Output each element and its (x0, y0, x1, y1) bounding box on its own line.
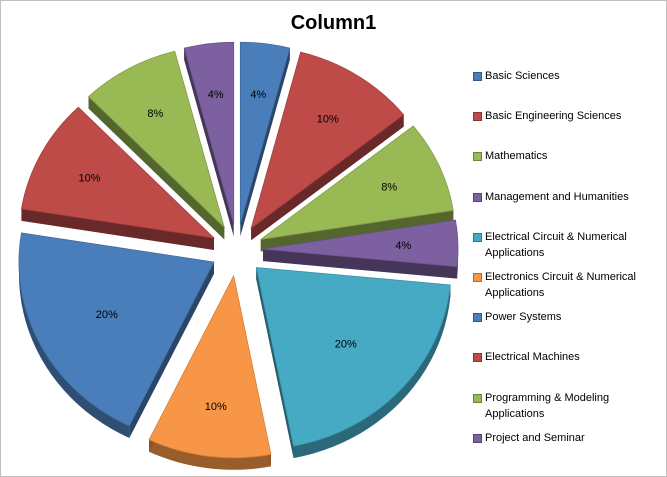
legend-swatch (473, 152, 482, 161)
data-label-mathematics: 8% (381, 181, 397, 193)
legend-label: Basic Sciences (485, 68, 665, 84)
data-label-project-and-seminar: 4% (208, 89, 224, 101)
legend-label: Mathematics (485, 148, 665, 164)
data-label-basic-engineering-sciences: 10% (317, 113, 339, 125)
pie-slice-electrical-circuit-and-numerical-applications[interactable] (256, 267, 450, 446)
data-label-electrical-machines: 10% (78, 172, 100, 184)
legend-label: Programming & Modeling Applications (485, 390, 665, 422)
legend-swatch (473, 193, 482, 202)
legend: Basic Sciences Basic Engineering Sciences… (470, 68, 665, 463)
legend-swatch (473, 394, 482, 403)
data-label-electronics-circuit-and-numerical-applications: 10% (205, 401, 227, 413)
legend-swatch (473, 273, 482, 282)
data-label-power-systems: 20% (96, 309, 118, 321)
data-label-programming-and-modeling-applications: 8% (147, 108, 163, 120)
legend-label: Electrical Machines (485, 349, 665, 365)
legend-swatch (473, 434, 482, 443)
data-label-electrical-circuit-and-numerical-applications: 20% (335, 338, 357, 350)
legend-label: Power Systems (485, 309, 665, 325)
legend-swatch (473, 313, 482, 322)
legend-label: Basic Engineering Sciences (485, 108, 665, 124)
legend-swatch (473, 72, 482, 81)
legend-label: Project and Seminar (485, 430, 665, 446)
legend-swatch (473, 233, 482, 242)
data-label-management-and-humanities: 4% (395, 240, 411, 252)
legend-swatch (473, 112, 482, 121)
legend-label: Electronics Circuit & Numerical Applicat… (485, 269, 665, 301)
data-label-basic-sciences: 4% (250, 89, 266, 101)
legend-label: Management and Humanities (485, 189, 665, 205)
legend-label: Electrical Circuit & Numerical Applicati… (485, 229, 665, 261)
legend-swatch (473, 353, 482, 362)
